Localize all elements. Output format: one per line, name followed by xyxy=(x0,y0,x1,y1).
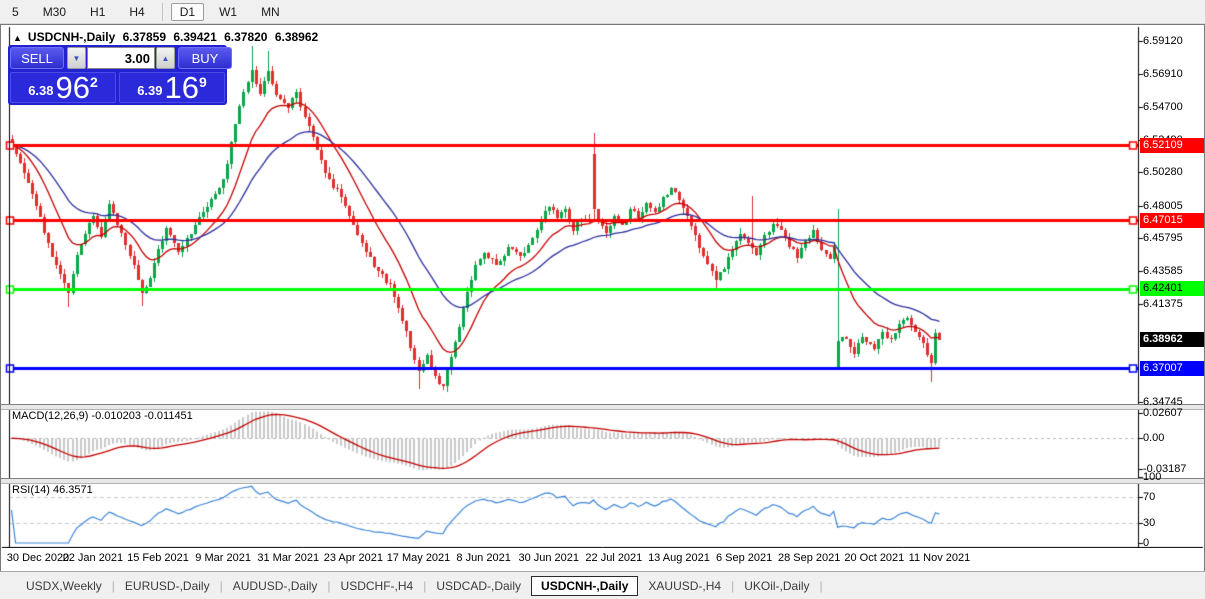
timeframe-button-m30[interactable]: M30 xyxy=(42,4,67,19)
tab-separator: | xyxy=(731,578,735,593)
toolbar-separator xyxy=(161,2,163,21)
chart-symbol-label: USDCNH-,Daily xyxy=(27,30,116,44)
tab-separator: | xyxy=(219,578,223,593)
trade-panel-controls: SELL ▼ ▲ BUY xyxy=(10,47,232,69)
tab-separator: | xyxy=(423,578,427,593)
ohlc-close: 6.38962 xyxy=(274,30,319,44)
sell-price-pipette: 2 xyxy=(90,74,98,90)
volume-increase-button[interactable]: ▲ xyxy=(156,47,175,69)
buy-price-big-digits: 16 xyxy=(164,70,199,105)
volume-decrease-button[interactable]: ▼ xyxy=(67,47,86,69)
volume-input[interactable] xyxy=(87,47,155,69)
chart-tab-xauusd-[interactable]: XAUUSD-,H4 xyxy=(648,578,722,593)
chart-tab-usdcnh-[interactable]: USDCNH-,Daily xyxy=(531,575,639,596)
sell-price-big-digits: 96 xyxy=(55,70,90,105)
tab-separator: | xyxy=(327,578,331,593)
chart-tab-ukoil-[interactable]: UKOil-,Daily xyxy=(744,578,810,593)
buy-price-display[interactable]: 6.39 16 9 xyxy=(119,72,225,103)
timeframe-button-h4[interactable]: H4 xyxy=(129,4,145,19)
chart-tab-usdx[interactable]: USDX,Weekly xyxy=(26,578,102,593)
buy-price-prefix: 6.39 xyxy=(137,83,163,98)
rsi-pane-separator[interactable] xyxy=(1,478,1204,484)
chart-tab-eurusd-[interactable]: EURUSD-,Daily xyxy=(124,578,210,593)
rsi-indicator-label: RSI(14) 46.3571 xyxy=(12,484,93,496)
chart-tab-usdcad-[interactable]: USDCAD-,Daily xyxy=(436,578,522,593)
price-chart-canvas[interactable] xyxy=(0,24,1205,548)
chart-tab-usdchf-[interactable]: USDCHF-,H4 xyxy=(340,578,414,593)
macd-pane-separator[interactable] xyxy=(1,404,1204,410)
one-click-trading-panel: SELL ▼ ▲ BUY 6.38 96 2 6.39 16 9 xyxy=(8,45,232,105)
chart-tab-audusd-[interactable]: AUDUSD-,Daily xyxy=(232,578,318,593)
chevron-up-icon: ▲ xyxy=(161,53,170,63)
ohlc-high: 6.39421 xyxy=(173,30,217,44)
buy-price-pipette: 9 xyxy=(199,74,207,90)
tab-separator: | xyxy=(819,578,823,593)
chart-ohlc-header: ▲ USDCNH-,Daily 6.37859 6.39421 6.37820 6… xyxy=(13,30,322,44)
ohlc-low: 6.37820 xyxy=(224,30,268,44)
trade-panel-prices: 6.38 96 2 6.39 16 9 xyxy=(10,72,225,103)
sell-price-prefix: 6.38 xyxy=(28,83,54,98)
timeframe-button-mn[interactable]: MN xyxy=(261,4,280,19)
sell-button[interactable]: SELL xyxy=(10,47,64,69)
chevron-down-icon: ▼ xyxy=(72,53,81,63)
collapse-panel-icon[interactable]: ▲ xyxy=(13,33,22,43)
chart-tab-bar: USDX,Weekly | EURUSD-,Daily | AUDUSD-,Daily |… xyxy=(0,571,1205,599)
ohlc-open: 6.37859 xyxy=(122,30,167,44)
timeframe-button-5[interactable]: 5 xyxy=(12,4,19,19)
macd-indicator-label: MACD(12,26,9) -0.010203 -0.011451 xyxy=(12,410,193,422)
buy-button[interactable]: BUY xyxy=(178,47,232,69)
timeframe-button-d1[interactable]: D1 xyxy=(170,2,205,21)
timeframe-button-w1[interactable]: W1 xyxy=(219,4,238,19)
timeframe-button-h1[interactable]: H1 xyxy=(90,4,106,19)
sell-price-display[interactable]: 6.38 96 2 xyxy=(10,72,116,103)
tab-separator: | xyxy=(111,578,115,593)
timeframe-toolbar: 5 M30 H1 H4 D1 W1 MN xyxy=(0,0,1205,24)
